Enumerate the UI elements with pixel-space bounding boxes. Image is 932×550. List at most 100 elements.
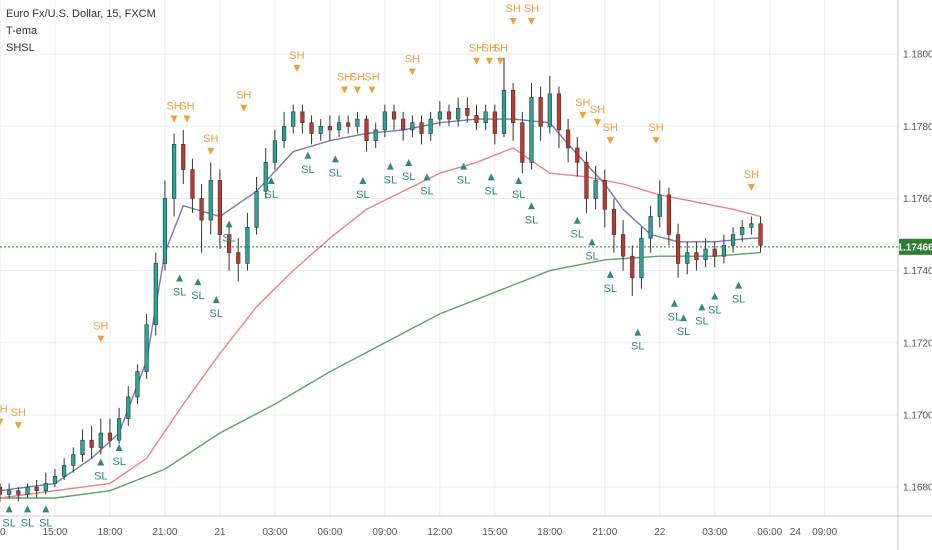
- sl-label: SL: [571, 229, 584, 241]
- legend-indicator-tema: T-ema: [6, 25, 38, 37]
- sh-marker: [579, 111, 587, 119]
- candle-body: [474, 115, 479, 123]
- sl-marker: [423, 173, 431, 181]
- sl-marker: [634, 328, 642, 336]
- candle-body: [511, 89, 516, 123]
- candle-body: [712, 248, 717, 257]
- sl-label: SL: [512, 189, 525, 201]
- sh-marker: [747, 184, 755, 192]
- sh-label: SH: [179, 100, 194, 112]
- candle-body: [16, 490, 21, 495]
- sl-marker: [698, 303, 706, 311]
- candle-body: [621, 234, 626, 257]
- sh-label: SH: [364, 72, 379, 84]
- candle-body: [520, 122, 525, 163]
- sl-marker: [212, 296, 220, 304]
- candle-body: [43, 483, 48, 492]
- sh-label: SH: [744, 169, 759, 181]
- candle-body: [419, 122, 424, 134]
- x-tick-label: 15:00: [42, 527, 67, 538]
- sh-label: SH: [203, 133, 218, 145]
- candle-body: [126, 396, 131, 419]
- x-tick-label: 22: [654, 527, 666, 538]
- candle-body: [566, 129, 571, 149]
- y-tick-label: 1.17000: [903, 410, 932, 421]
- sh-marker: [353, 86, 361, 94]
- candle-body: [199, 198, 204, 221]
- candle-body: [675, 234, 681, 264]
- sh-label: SH: [493, 43, 508, 55]
- sh-marker: [293, 64, 301, 72]
- sh-label: SH: [405, 54, 420, 66]
- y-tick-label: 1.16800: [903, 483, 932, 494]
- candle-body: [456, 107, 461, 120]
- x-tick-label: 00: [0, 527, 6, 538]
- current-price-label: 1.17466: [897, 242, 932, 253]
- sl-label: SL: [708, 304, 721, 316]
- x-tick-label: 18:00: [97, 527, 122, 538]
- candle-body: [611, 208, 617, 235]
- candle-body: [291, 111, 296, 127]
- candle-body: [236, 252, 241, 264]
- sh-marker: [97, 335, 105, 343]
- sl-label: SL: [695, 315, 708, 327]
- sl-marker: [573, 216, 581, 224]
- ema-fast-line: [0, 118, 761, 492]
- candle-body: [602, 180, 607, 210]
- y-tick-label: 1.17800: [903, 122, 932, 133]
- candle-body: [34, 486, 39, 492]
- x-tick-label: 18:00: [537, 527, 562, 538]
- x-tick-label: 06:00: [757, 527, 782, 538]
- candle-body: [172, 144, 177, 199]
- sl-marker: [304, 151, 312, 159]
- candle-body: [657, 194, 662, 217]
- candle-body: [226, 234, 232, 253]
- sl-marker: [176, 274, 184, 282]
- sh-marker: [527, 18, 535, 26]
- candle-body: [410, 122, 415, 131]
- sl-marker: [515, 177, 523, 185]
- sh-marker: [368, 86, 376, 94]
- sl-label: SL: [112, 456, 125, 468]
- candle-body: [492, 111, 497, 134]
- candle-body: [639, 237, 644, 279]
- candle-body: [556, 93, 562, 131]
- sh-label: SH: [482, 43, 497, 55]
- sl-label: SL: [677, 326, 690, 338]
- sh-label: SH: [236, 90, 251, 102]
- sh-marker: [207, 147, 215, 155]
- sl-marker: [23, 505, 31, 513]
- candle-body: [483, 111, 488, 123]
- sl-marker: [680, 314, 688, 322]
- sl-marker: [670, 299, 678, 307]
- candle-body: [538, 97, 543, 127]
- sl-marker: [606, 270, 614, 278]
- candle-body: [309, 122, 314, 134]
- sl-label: SL: [39, 517, 52, 529]
- x-tick-label: 03:00: [262, 527, 287, 538]
- sl-label: SL: [420, 185, 433, 197]
- ema-mid-line: [0, 147, 761, 499]
- sl-marker: [267, 177, 275, 185]
- candle-body: [327, 125, 332, 131]
- candle-body: [391, 111, 397, 120]
- candle-body: [437, 111, 442, 120]
- candle-body: [648, 216, 653, 239]
- candle-body: [703, 248, 708, 261]
- sl-marker: [405, 158, 413, 166]
- sh-label: SH: [11, 407, 26, 419]
- candle-body: [584, 162, 589, 199]
- current-price-tag: 1.17466: [897, 238, 932, 255]
- candle-body: [144, 324, 149, 372]
- candle-body: [300, 111, 305, 123]
- sl-marker: [5, 505, 13, 513]
- x-tick-label: 21:00: [592, 527, 617, 538]
- candle-body: [208, 180, 213, 221]
- sh-label: SH: [590, 104, 605, 116]
- candle-body: [71, 454, 76, 466]
- sl-marker: [331, 155, 339, 163]
- chart-legend: Euro Fx/U.S. Dollar, 15, FXCM T-ema SHSL: [6, 6, 156, 57]
- x-tick-label: 09:00: [372, 527, 397, 538]
